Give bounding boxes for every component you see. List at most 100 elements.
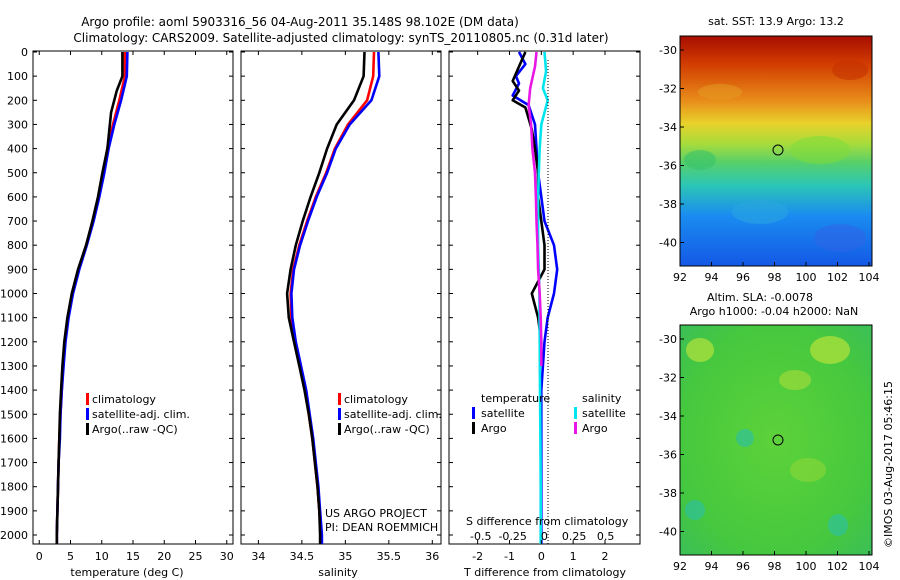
lat-tick-label: -36 (659, 449, 677, 462)
lon-tick-label: 100 (796, 560, 817, 573)
legend-t-satellite: satellite (481, 407, 525, 420)
legend-s-argo: Argo (582, 422, 608, 435)
depth-tick-label: 800 (7, 239, 28, 252)
series-line-salinity-satellite (536, 51, 550, 544)
temperature-panel-frame (32, 50, 234, 545)
lat-tick-label: -34 (659, 121, 677, 134)
chart-series (55, 51, 559, 544)
salinity-axis-label: salinity (318, 566, 358, 579)
sst-map-frame (679, 35, 873, 267)
legend-swatch-argo (86, 423, 89, 435)
sst-map-title: sat. SST: 13.9 Argo: 13.2 (708, 15, 844, 28)
difference-panel-frame (448, 50, 641, 545)
legend-temperature-panel: climatology satellite-adj. clim. Argo(..… (86, 393, 190, 436)
lat-tick-label: -32 (659, 83, 677, 96)
series-line-argo-raw-qc- (285, 51, 366, 544)
legend-t-argo: Argo (481, 422, 507, 435)
x-tick-label: 34 (251, 550, 265, 563)
series-line-satellite-adj-clim- (55, 51, 129, 544)
header-line2: Climatology: CARS2009. Satellite-adjuste… (73, 31, 608, 45)
legend-swatch-climatology (86, 393, 89, 405)
series-line-argo-raw-qc- (55, 52, 124, 544)
depth-tick-label: 600 (7, 191, 28, 204)
legend-argo: Argo(..raw -QC) (92, 423, 178, 436)
legend-satellite: satellite-adj. clim. (344, 408, 442, 421)
legend-salinity-panel: climatology satellite-adj. clim. Argo(..… (338, 393, 442, 436)
legend-argo: Argo(..raw -QC) (344, 423, 430, 436)
lon-tick-label: 102 (827, 271, 848, 284)
t-difference-axis-label: T difference from climatology (463, 566, 626, 579)
lat-tick-label: -40 (659, 237, 677, 250)
sla-map-frame (679, 324, 873, 556)
legend-s-satellite: satellite (582, 407, 626, 420)
depth-tick-label: 1400 (0, 384, 28, 397)
legend-swatch-s-satellite (574, 407, 577, 419)
s-difference-ticks: -0.5 -0.25 0 0.25 0.5 (470, 530, 614, 543)
temperature-axis-label: temperature (deg C) (70, 566, 183, 579)
depth-tick-label: 1900 (0, 505, 28, 518)
depth-tick-label: 1600 (0, 432, 28, 445)
x-tick-label: -2 (472, 550, 483, 563)
lon-tick-label: 104 (859, 271, 880, 284)
x-tick-label: 30 (220, 550, 234, 563)
lat-tick-label: -34 (659, 410, 677, 423)
depth-tick-label: 1000 (0, 288, 28, 301)
depth-tick-label: 1100 (0, 312, 28, 325)
x-tick-label: 2 (601, 550, 608, 563)
x-axis-ticks: 0 5 10 15 20 25 30 34 34.5 35 35.5 36 -2 -1 0 1 2 (36, 51, 608, 563)
legend-climatology: climatology (92, 393, 156, 406)
lon-tick-label: 98 (768, 560, 782, 573)
depth-tick-label: 1500 (0, 408, 28, 421)
x-tick-label: 35 (338, 550, 352, 563)
x-tick-label: 5 (67, 550, 74, 563)
depth-tick-label: 1800 (0, 481, 28, 494)
legend-climatology: climatology (344, 393, 408, 406)
salinity-panel-frame (240, 50, 442, 545)
header-line1: Argo profile: aoml 5903316_56 04-Aug-201… (81, 15, 519, 29)
argo-location-marker-sla (772, 434, 784, 446)
series-line-temperature-satellite (511, 51, 559, 544)
x-tick-label: 10 (95, 550, 109, 563)
lon-tick-label: 94 (705, 271, 719, 284)
lat-tick-label: -32 (659, 372, 677, 385)
lon-tick-label: 96 (736, 560, 750, 573)
depth-tick-label: 100 (7, 70, 28, 83)
legend-swatch-t-argo (472, 422, 475, 434)
depth-tick-label: 400 (7, 143, 28, 156)
x-tick-label: 36 (425, 550, 439, 563)
project-line2: PI: DEAN ROEMMICH (325, 521, 438, 534)
sla-map-texture (685, 336, 850, 536)
depth-tick-label: 500 (7, 167, 28, 180)
lon-tick-label: 100 (796, 271, 817, 284)
lat-tick-label: -38 (659, 487, 677, 500)
legend-swatch-satellite (86, 408, 89, 420)
x-tick-label: 0 (36, 550, 43, 563)
lon-tick-label: 104 (859, 560, 880, 573)
depth-axis: 0 100 200 300 400 500 600 700 800 900 1000 1100 1200… (0, 46, 640, 542)
depth-tick-label: 700 (7, 215, 28, 228)
depth-tick-label: 300 (7, 118, 28, 131)
depth-tick-label: 0 (21, 46, 28, 59)
lat-tick-label: -40 (659, 526, 677, 539)
lat-tick-label: -36 (659, 160, 677, 173)
x-tick-label: 20 (157, 550, 171, 563)
depth-tick-label: 900 (7, 263, 28, 276)
lat-tick-label: -38 (659, 198, 677, 211)
lat-tick-label: -30 (659, 44, 677, 57)
depth-tick-label: 2000 (0, 529, 28, 542)
map-axes: -30 -32 -34 -36 -38 -40 92 94 96 98 100 102 104 -30 -3… (659, 44, 879, 573)
legend-swatch-argo (338, 423, 341, 435)
sst-map-texture (684, 60, 868, 252)
depth-tick-label: 1700 (0, 457, 28, 470)
legend-swatch-t-satellite (472, 407, 475, 419)
sla-map-title1: Altim. SLA: -0.0078 (707, 291, 813, 304)
legend-satellite: satellite-adj. clim. (92, 408, 190, 421)
legend-difference-panel: temperature salinity satellite Argo sate… (472, 392, 626, 435)
x-tick-label: -1 (504, 550, 515, 563)
x-tick-label: 25 (189, 550, 203, 563)
depth-tick-label: 200 (7, 94, 28, 107)
lat-tick-label: -30 (659, 333, 677, 346)
legend-swatch-climatology (338, 393, 341, 405)
lon-tick-label: 96 (736, 271, 750, 284)
